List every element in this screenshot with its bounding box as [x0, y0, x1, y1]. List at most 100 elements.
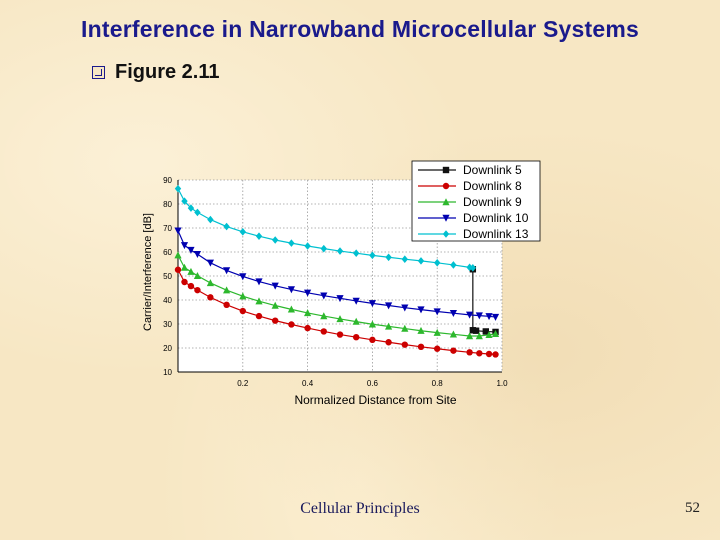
legend-marker — [442, 214, 450, 222]
series-downlink-9-point — [239, 292, 247, 300]
series-downlink-10-point — [271, 282, 279, 290]
series-downlink-13-point — [194, 208, 201, 217]
series-downlink-13-point — [369, 251, 376, 260]
series-downlink-13-point — [353, 249, 360, 257]
series-downlink-8-point — [492, 351, 499, 358]
legend-label: Downlink 8 — [463, 179, 522, 193]
series-downlink-9-point — [206, 279, 214, 287]
series-downlink-13-point — [174, 184, 182, 193]
series-downlink-9-point — [174, 251, 182, 259]
figure-caption: Figure 2.11 — [115, 60, 220, 83]
slide-footer: Cellular Principles — [300, 500, 420, 517]
series-downlink-8-point — [181, 278, 188, 286]
series-downlink-10-point — [193, 250, 202, 258]
series-downlink-8-point — [476, 350, 483, 357]
series-downlink-13-point — [417, 257, 425, 265]
series-downlink-8-point — [174, 266, 182, 273]
series-downlink-9-point — [352, 317, 360, 325]
series-downlink-10-point — [320, 292, 328, 300]
series-downlink-9-point — [320, 312, 328, 320]
series-downlink-9-point — [304, 309, 312, 317]
series-downlink-10-point — [223, 267, 231, 275]
series-downlink-13-point — [401, 255, 408, 263]
series-downlink-13-point — [434, 259, 441, 267]
legend-marker — [442, 182, 450, 190]
series-downlink-8-point — [401, 341, 408, 348]
series-downlink-9-point — [475, 332, 483, 340]
series-downlink-9-point — [271, 301, 279, 309]
y-tick-label: 70 — [163, 224, 172, 233]
series-downlink-10-point — [180, 242, 189, 250]
series-downlink-13-point — [304, 242, 311, 250]
series-downlink-10-point — [352, 297, 360, 305]
page-number: 52 — [685, 500, 700, 516]
y-tick-label: 90 — [163, 176, 172, 185]
series-downlink-10-point — [174, 227, 182, 235]
series-downlink-13-point — [187, 204, 195, 212]
series-downlink-10-point — [206, 259, 214, 267]
y-tick-label: 50 — [163, 272, 172, 281]
checkbox-bullet-icon — [92, 65, 105, 79]
series-downlink-8-point — [272, 317, 279, 324]
slide-title: Interference in Narrowband Microcellular… — [81, 16, 639, 42]
series-downlink-8-point — [353, 334, 360, 341]
series-downlink-13-point — [223, 222, 230, 231]
series-downlink-10-point — [449, 310, 457, 317]
series-downlink-8-point — [304, 324, 311, 332]
y-axis-label: Carrier/Interference [dB] — [142, 213, 154, 331]
y-tick-label: 10 — [163, 368, 172, 377]
series-downlink-8-point — [255, 312, 263, 320]
series-downlink-8-point — [239, 307, 246, 315]
series-downlink-13-point — [336, 247, 344, 255]
series-downlink-13-point — [181, 197, 188, 205]
y-tick-label: 60 — [163, 248, 172, 257]
y-tick-label: 40 — [163, 296, 172, 305]
legend-label: Downlink 13 — [463, 227, 529, 241]
series-downlink-9-point — [187, 267, 195, 275]
series-downlink-9-point — [491, 330, 500, 338]
series-downlink-13-point — [255, 232, 263, 240]
series-downlink-13-point — [288, 239, 295, 247]
series-downlink-10-point — [433, 308, 441, 316]
series-downlink-10-point — [187, 246, 195, 254]
x-tick-label: 0.4 — [302, 379, 314, 388]
series-downlink-9-point — [485, 331, 493, 338]
series-downlink-13-line — [177, 188, 473, 269]
series-downlink-8-point — [369, 336, 376, 344]
series-downlink-8-point — [450, 347, 457, 354]
series-downlink-8-point — [417, 343, 425, 350]
series-downlink-10-point — [491, 313, 500, 321]
legend-marker — [442, 230, 450, 238]
series-downlink-9-point — [433, 328, 441, 336]
series-downlink-13-point — [272, 236, 279, 244]
series-downlink-9-point — [180, 263, 189, 271]
series-downlink-8-point — [207, 294, 214, 301]
legend-marker — [442, 166, 450, 174]
series-downlink-5-point — [469, 327, 477, 334]
series-downlink-10-point — [368, 300, 376, 308]
series-downlink-9-point — [255, 297, 263, 305]
series-downlink-10-point — [287, 286, 295, 294]
series-downlink-13-point — [239, 228, 246, 236]
series-downlink-13-point — [207, 215, 214, 224]
series-downlink-9-point — [417, 326, 425, 334]
series-downlink-10-point — [239, 273, 247, 281]
figure-bullet: Figure 2.11 — [92, 58, 220, 86]
series-downlink-13-point — [385, 253, 392, 262]
series-downlink-9-point — [368, 320, 376, 328]
series-downlink-9-point — [287, 305, 295, 313]
series-downlink-8-point — [288, 321, 295, 328]
series-downlink-5-point — [482, 328, 489, 335]
series-downlink-13-point — [320, 244, 327, 253]
series-downlink-10-point — [401, 304, 409, 312]
legend-label: Downlink 10 — [463, 211, 529, 225]
series-downlink-8-point — [434, 345, 441, 352]
legend-label: Downlink 5 — [463, 163, 522, 177]
series-downlink-9-point — [401, 324, 409, 332]
series-downlink-10-point — [485, 313, 493, 321]
series-downlink-9-point — [449, 330, 457, 338]
series-downlink-13-point — [450, 261, 457, 269]
legend-marker — [442, 198, 450, 206]
series-downlink-8-point — [194, 286, 201, 294]
legend-label: Downlink 9 — [463, 195, 522, 209]
